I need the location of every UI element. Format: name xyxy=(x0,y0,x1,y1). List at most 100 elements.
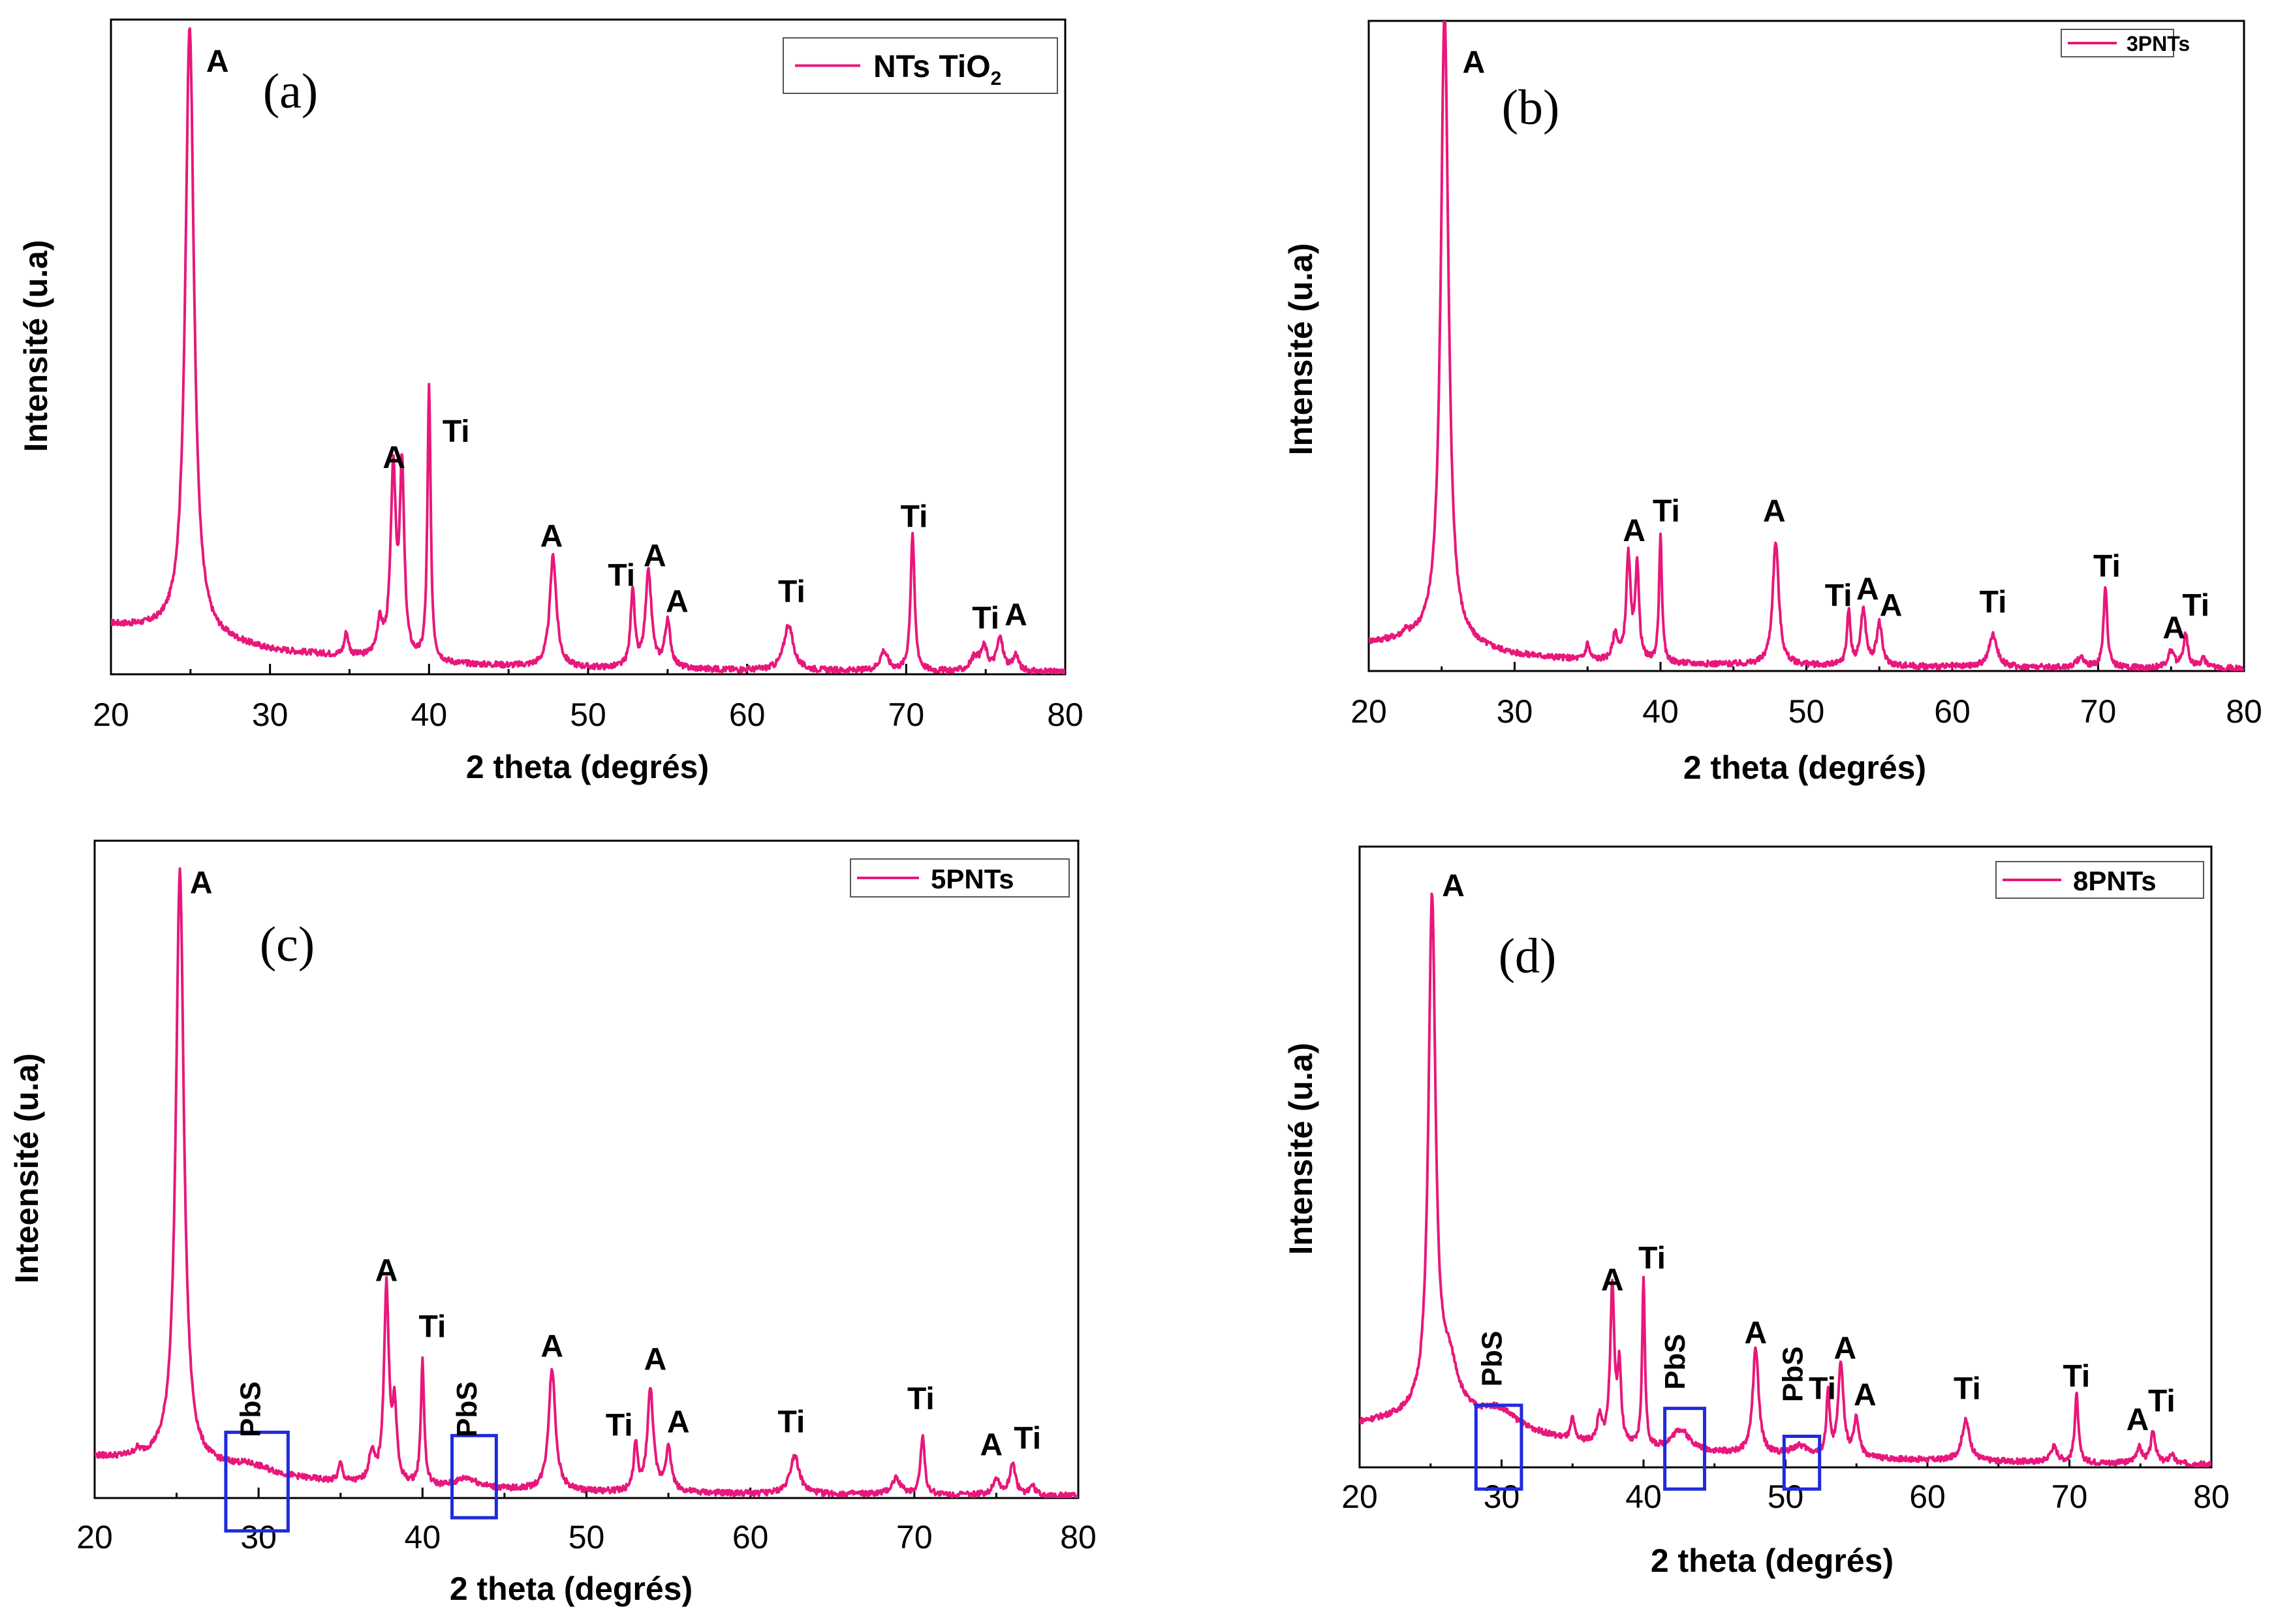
pbs-label: PbS xyxy=(1476,1331,1508,1387)
x-tick-label: 20 xyxy=(93,696,129,733)
peak-label: Ti xyxy=(1825,578,1852,613)
xrd-trace xyxy=(1369,21,2244,671)
peak-label: A xyxy=(1880,588,1903,623)
peak-label: A xyxy=(375,1254,398,1288)
legend-label: 5PNTs xyxy=(931,864,1014,894)
x-tick-label: 30 xyxy=(240,1519,277,1555)
peak-label: A xyxy=(2162,611,2185,646)
peak-label: A xyxy=(1854,1378,1877,1413)
x-axis-title: 2 theta (degrés) xyxy=(450,1570,693,1607)
peak-label: Ti xyxy=(419,1309,446,1344)
peak-label: A xyxy=(644,539,666,574)
chart-panel-b: 20 30 40 50 60 70 80 2 theta (degrés) Intensité … xyxy=(1283,20,2262,786)
legend-label: NTs TiO2 xyxy=(873,50,1001,89)
x-axis-title: 2 theta (degrés) xyxy=(466,749,709,785)
peak-label: A xyxy=(1763,494,1786,529)
peak-label: A xyxy=(1442,869,1465,903)
peak-label: Ti xyxy=(1653,494,1680,529)
pbs-box xyxy=(224,1430,290,1533)
pbs-box xyxy=(1782,1434,1822,1491)
y-axis-title: Intensité (u.a) xyxy=(1283,1042,1319,1255)
peak-label: Ti xyxy=(972,601,999,636)
peak-label: Ti xyxy=(443,414,470,449)
y-axis-title: Inteensité (u.a) xyxy=(8,1054,45,1284)
chart-panel-d: 20 30 40 50 60 70 802 theta (degrés)Intensité … xyxy=(1283,845,2230,1579)
pbs-box xyxy=(1474,1403,1523,1491)
peak-label: Ti xyxy=(907,1382,935,1416)
peak-label: A xyxy=(667,1405,690,1439)
peak-label: A xyxy=(1601,1263,1624,1298)
peak-label: Ti xyxy=(606,1408,633,1443)
x-tick-label: 60 xyxy=(729,696,766,733)
peak-label: A xyxy=(1623,514,1645,548)
x-tick-label: 80 xyxy=(1060,1519,1097,1555)
panel-tag: (d) xyxy=(1499,929,1557,984)
x-tick-label: 80 xyxy=(1047,696,1083,733)
panel-tag: (c) xyxy=(260,917,315,972)
x-tick-label: 40 xyxy=(411,696,448,733)
peak-label: Ti xyxy=(2093,550,2121,584)
x-tick-label: 80 xyxy=(2226,693,2262,730)
legend-label: 8PNTs xyxy=(2073,866,2157,896)
peak-label: A xyxy=(540,519,563,554)
x-tick-label: 40 xyxy=(1642,693,1679,730)
panel-tag: (a) xyxy=(263,64,318,119)
peak-label: Ti xyxy=(778,575,805,610)
chart-panel-a: 20 30 40 50 60 70 80 2 theta (degrés) Intensité … xyxy=(18,18,1083,785)
peak-label: A xyxy=(190,866,213,901)
x-tick-label: 30 xyxy=(1484,1478,1520,1515)
peak-label: Ti xyxy=(1014,1421,1041,1456)
peak-label: Ti xyxy=(608,559,635,593)
pbs-box xyxy=(1663,1407,1707,1491)
peak-label: A xyxy=(540,1329,563,1364)
x-tick-label: 20 xyxy=(1350,693,1387,730)
peak-label: Ti xyxy=(778,1405,805,1439)
peak-label: Ti xyxy=(1809,1371,1836,1406)
peak-label: A xyxy=(644,1343,667,1377)
x-axis-title: 2 theta (degrés) xyxy=(1651,1542,1894,1579)
xrd-trace xyxy=(111,27,1065,674)
peak-label: A xyxy=(666,585,689,619)
chart-panel-c: 20 30 40 50 60 70 80 2 theta (degrés) Inteensité… xyxy=(8,839,1097,1607)
panel-tag: (b) xyxy=(1502,80,1560,135)
legend-label-main: 3PNTs xyxy=(2127,32,2190,55)
x-tick-label: 60 xyxy=(1934,693,1971,730)
x-tick-label: 20 xyxy=(76,1519,113,1555)
legend-label-main: 5PNTs xyxy=(931,864,1014,894)
legend-label-main: NTs TiO xyxy=(873,50,991,84)
peak-label: Ti xyxy=(2182,588,2209,623)
peak-label: Ti xyxy=(2148,1384,2175,1418)
x-tick-label: 60 xyxy=(732,1519,769,1555)
x-tick-label: 30 xyxy=(1497,693,1533,730)
x-tick-label: 70 xyxy=(896,1519,933,1555)
peak-label: A xyxy=(382,441,405,475)
peak-label: A xyxy=(206,44,229,79)
peak-label: A xyxy=(980,1428,1003,1463)
peak-label: A xyxy=(1005,598,1027,632)
x-tick-label: 20 xyxy=(1341,1478,1378,1515)
peak-label: Ti xyxy=(1954,1371,1981,1406)
x-tick-label: 80 xyxy=(2193,1478,2230,1515)
x-tick-label: 70 xyxy=(2080,693,2117,730)
plot-frame xyxy=(110,18,1067,676)
y-axis-title: Intensité (u.a) xyxy=(18,240,54,452)
x-tick-label: 70 xyxy=(2051,1478,2088,1515)
x-tick-label: 50 xyxy=(1788,693,1825,730)
peak-label: A xyxy=(1856,572,1879,606)
pbs-label: PbS xyxy=(451,1381,483,1437)
legend-label-main: 8PNTs xyxy=(2073,866,2157,896)
peak-label: Ti xyxy=(901,499,928,534)
x-tick-label: 50 xyxy=(570,696,606,733)
legend-label-subscript: 2 xyxy=(991,68,1002,89)
x-tick-label: 50 xyxy=(569,1519,605,1555)
legend-label: 3PNTs xyxy=(2127,32,2190,55)
xrd-trace xyxy=(95,867,1078,1498)
peak-label: A xyxy=(1834,1332,1857,1366)
y-axis-title: Intensité (u.a) xyxy=(1283,243,1319,455)
pbs-label: PbS xyxy=(1777,1347,1809,1403)
peak-label: Ti xyxy=(2063,1359,2090,1394)
pbs-label: PbS xyxy=(1659,1334,1691,1390)
x-tick-label: 40 xyxy=(1625,1478,1662,1515)
peak-label: Ti xyxy=(1638,1241,1666,1276)
pbs-box xyxy=(450,1433,498,1520)
